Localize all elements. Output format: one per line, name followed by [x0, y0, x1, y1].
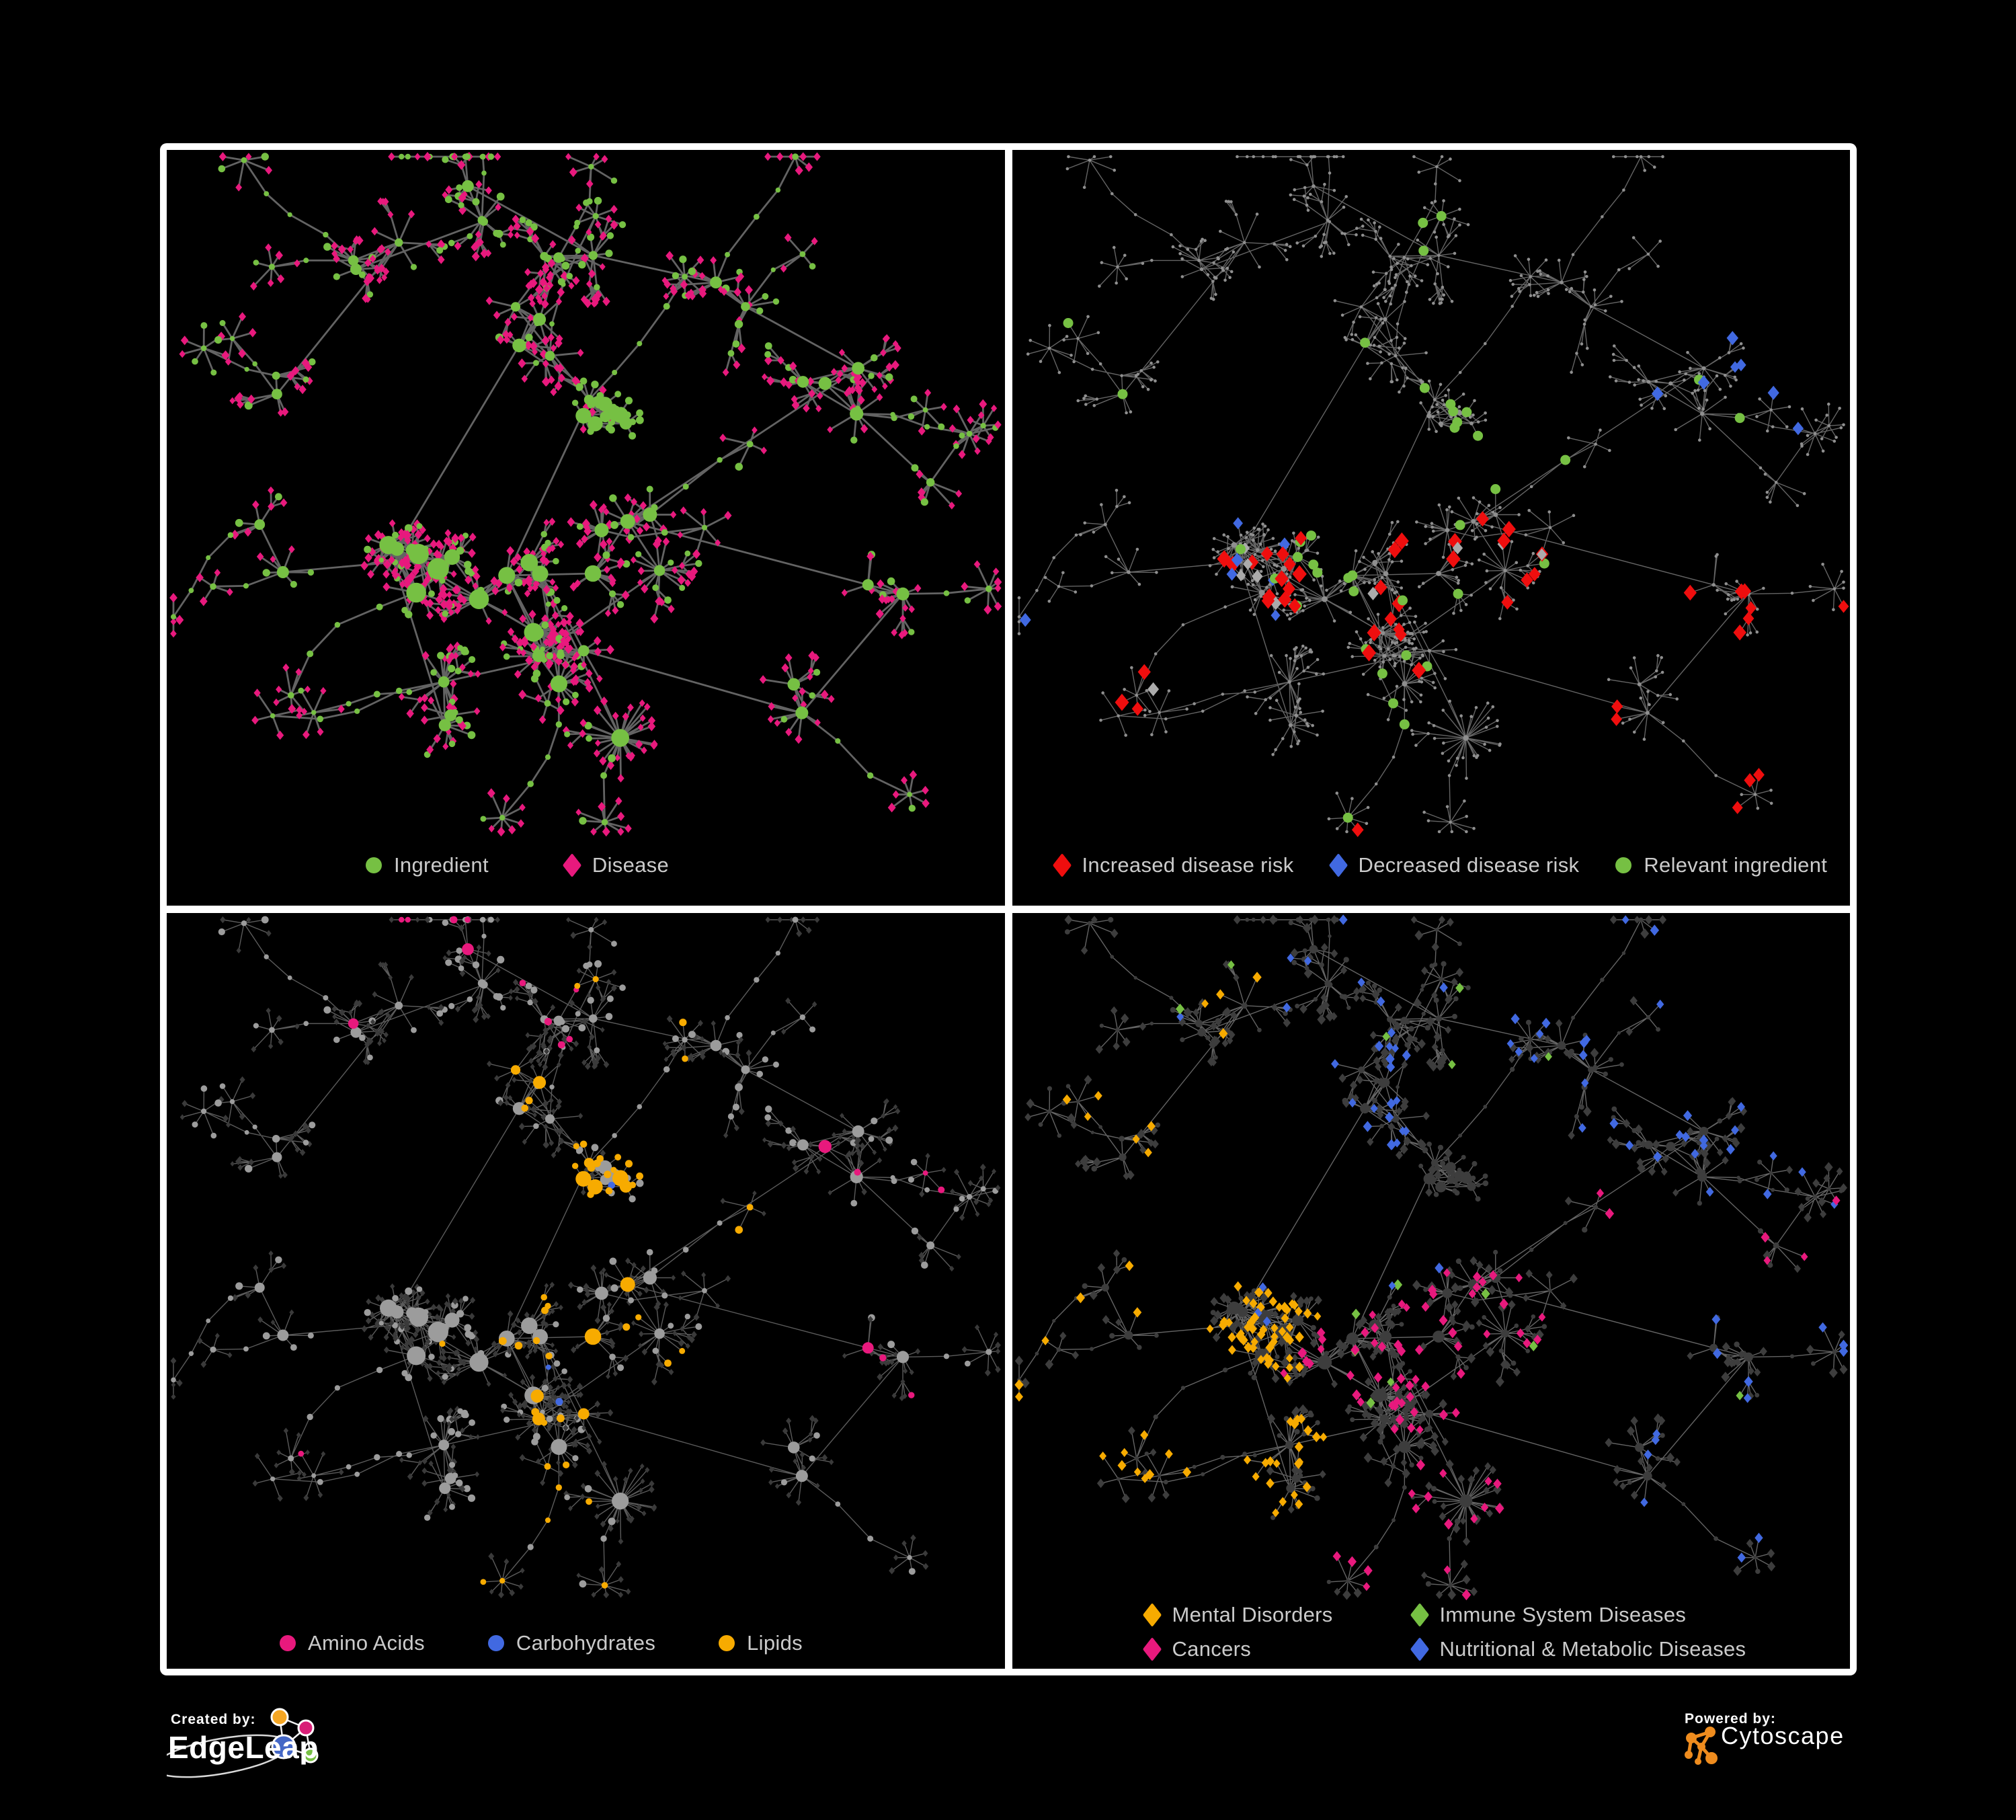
legend-label: Disease — [592, 853, 669, 877]
legend-label: Nutritional & Metabolic Diseases — [1439, 1637, 1746, 1661]
powered-by-block: Powered by: Cytoscape — [1683, 1711, 1979, 1798]
network-macronutrients — [170, 916, 1001, 1599]
legend-label: Ingredient — [394, 853, 489, 877]
legend-item-relevant-ingredient: Relevant ingredient — [1615, 853, 1827, 877]
legend-label: Decreased disease risk — [1358, 853, 1580, 877]
legend-macronutrients: Amino Acids Carbohydrates Lipids — [167, 1631, 1005, 1655]
panel-disease-categories: Mental Disorders Immune System Diseases Ca… — [1012, 913, 1851, 1669]
legend-item-decreased-disease-risk: Decreased disease risk — [1328, 853, 1580, 878]
legend-item-disease: Disease — [562, 853, 669, 878]
legend-disease-risk: Increased disease risk Decreased disease … — [1012, 853, 1851, 878]
network-ingredient-disease — [169, 151, 1002, 837]
network-disease-risk — [1017, 155, 1849, 837]
legend-item-cancers: Cancers — [1142, 1636, 1412, 1662]
panel-macronutrients: Amino Acids Carbohydrates Lipids — [167, 913, 1005, 1669]
legend-row: Cancers Nutritional & Metabolic Diseases — [1142, 1636, 1746, 1662]
legend-row: Mental Disorders Immune System Diseases — [1142, 1602, 1687, 1628]
legend-row: Increased disease risk Decreased disease … — [1052, 853, 1828, 878]
legend-label: Immune System Diseases — [1439, 1603, 1687, 1626]
legend-label: Lipids — [747, 1631, 803, 1655]
legend-marker-diamond-icon — [1052, 853, 1072, 878]
created-by-block: Created by: EdgeLeap — [167, 1705, 543, 1820]
edgeleap-wordmark: EdgeLeap — [168, 1730, 319, 1765]
legend-row: Amino Acids Carbohydrates Lipids — [280, 1631, 803, 1655]
legend-item-nutritional-metabolic-diseases: Nutritional & Metabolic Diseases — [1410, 1636, 1746, 1662]
legend-marker-circle-icon — [1615, 857, 1632, 873]
legend-marker-diamond-icon — [562, 853, 582, 878]
powered-by-label: Powered by: — [1685, 1711, 1776, 1727]
legend-marker-circle-icon — [719, 1635, 735, 1651]
legend-ingredient-disease: Ingredient Disease — [167, 853, 1005, 878]
legend-marker-circle-icon — [280, 1635, 296, 1651]
legend-item-increased-disease-risk: Increased disease risk — [1052, 853, 1294, 878]
legend-label: Mental Disorders — [1172, 1603, 1333, 1626]
legend-label: Carbohydrates — [516, 1631, 656, 1655]
legend-item-lipids: Lipids — [719, 1631, 803, 1655]
legend-label: Cancers — [1172, 1637, 1252, 1661]
cytoscape-logo-icon — [1685, 1727, 1718, 1765]
legend-label: Relevant ingredient — [1644, 853, 1828, 877]
panel-disease-risk: Increased disease risk Decreased disease … — [1012, 150, 1851, 906]
cytoscape-wordmark: Cytoscape — [1721, 1722, 1845, 1749]
legend-marker-diamond-icon — [1142, 1636, 1162, 1662]
legend-marker-diamond-icon — [1328, 853, 1348, 878]
network-disease-categories — [1014, 914, 1848, 1601]
legend-item-mental-disorders: Mental Disorders — [1142, 1602, 1412, 1628]
legend-label: Increased disease risk — [1082, 853, 1294, 877]
legend-row: Ingredient Disease — [366, 853, 669, 878]
legend-marker-diamond-icon — [1142, 1602, 1162, 1628]
panels-grid: Ingredient Disease Increased disease risk… — [160, 143, 1857, 1675]
legend-item-amino-acids: Amino Acids — [280, 1631, 425, 1655]
created-by-label: Created by: — [171, 1712, 256, 1727]
legend-marker-diamond-icon — [1410, 1636, 1429, 1662]
legend-marker-circle-icon — [366, 857, 382, 873]
legend-disease-categories: Mental Disorders Immune System Diseases Ca… — [1012, 1602, 1851, 1662]
edgeleap-logo-icon — [167, 1708, 319, 1778]
legend-marker-circle-icon — [487, 1635, 504, 1651]
panel-ingredient-disease: Ingredient Disease — [167, 150, 1005, 906]
legend-label: Amino Acids — [308, 1631, 425, 1655]
legend-item-carbohydrates: Carbohydrates — [487, 1631, 656, 1655]
legend-item-immune-system-diseases: Immune System Diseases — [1410, 1602, 1687, 1628]
legend-marker-diamond-icon — [1410, 1602, 1429, 1628]
legend-item-ingredient: Ingredient — [366, 853, 489, 877]
